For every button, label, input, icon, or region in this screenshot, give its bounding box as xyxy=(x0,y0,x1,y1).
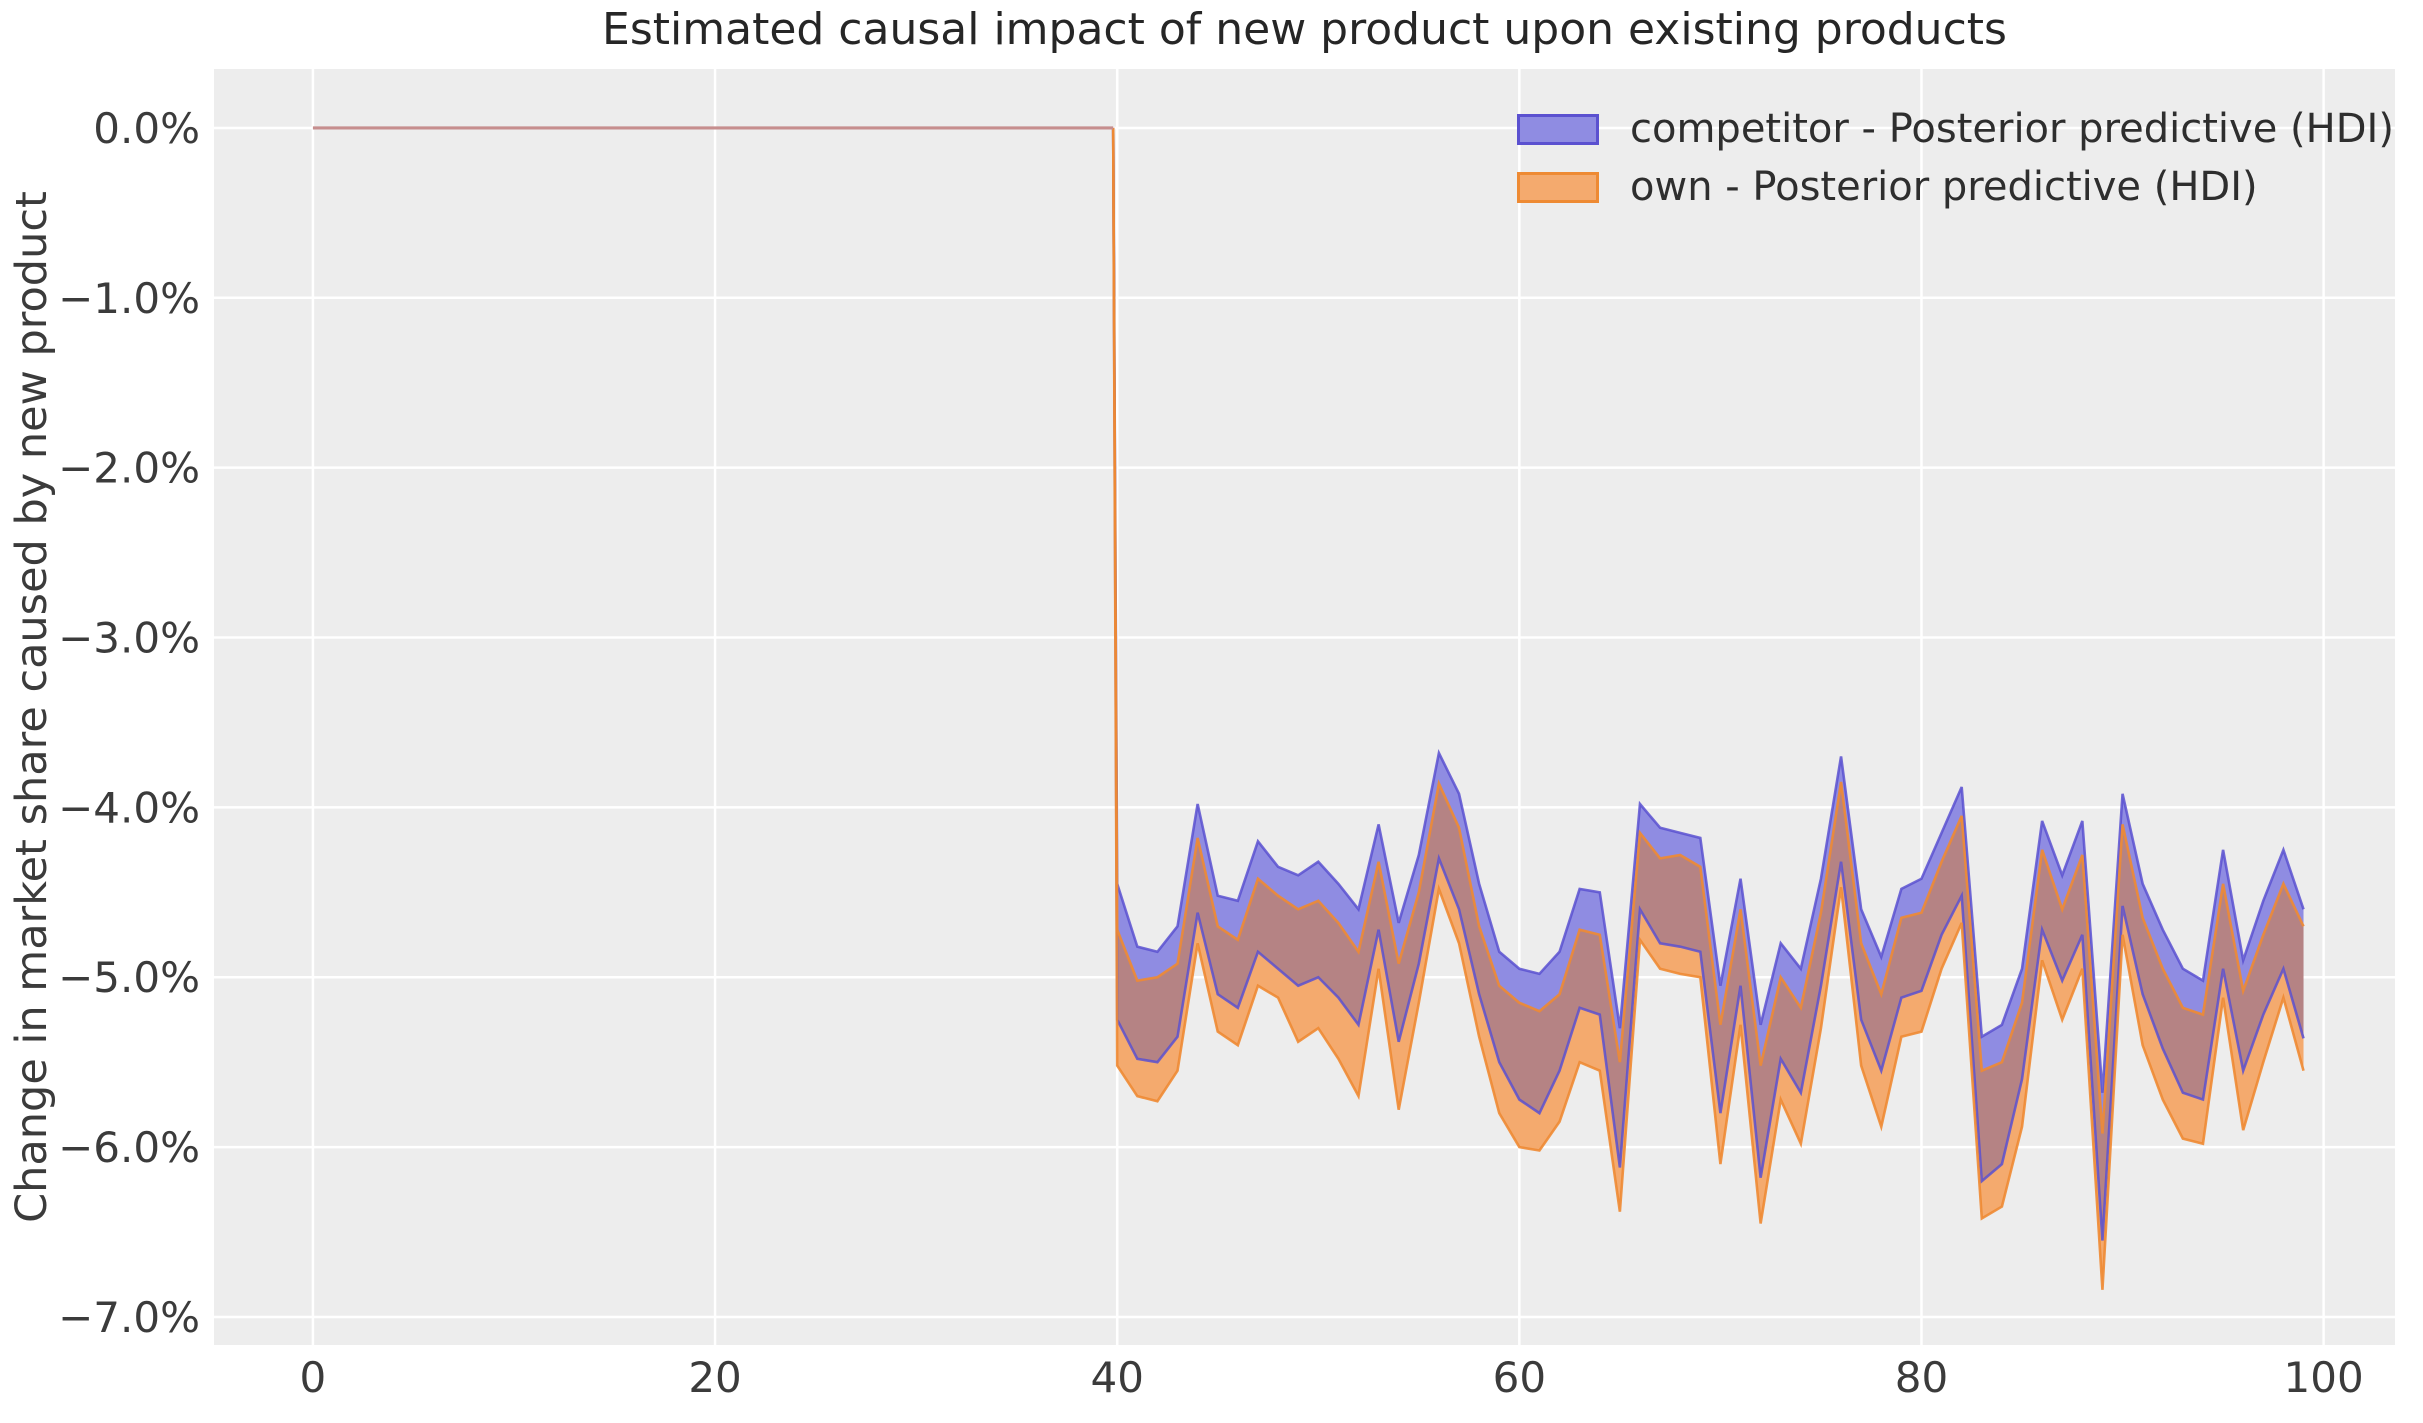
y-axis-label: Change in market share caused by new pro… xyxy=(7,191,57,1223)
y-tick-label: −6.0% xyxy=(58,1123,200,1172)
y-tick-label: −2.0% xyxy=(58,444,200,493)
y-tick-label: −1.0% xyxy=(58,274,200,323)
x-tick-label: 80 xyxy=(1895,1353,1948,1402)
y-tick-label: −4.0% xyxy=(58,783,200,832)
x-tick-labels: 0 20 40 60 80 100 xyxy=(300,1353,2364,1402)
legend-label-competitor: competitor - Posterior predictive (HDI) xyxy=(1630,106,2394,152)
legend-item-competitor: competitor - Posterior predictive (HDI) xyxy=(1517,100,2394,158)
y-tick-label: −5.0% xyxy=(58,953,200,1002)
x-tick-label: 40 xyxy=(1090,1353,1143,1402)
legend-item-own: own - Posterior predictive (HDI) xyxy=(1517,158,2394,216)
x-tick-label: 100 xyxy=(2284,1353,2364,1402)
y-tick-label: −7.0% xyxy=(58,1293,200,1342)
plot-background xyxy=(214,69,2395,1345)
x-tick-label: 60 xyxy=(1493,1353,1546,1402)
legend: competitor - Posterior predictive (HDI) … xyxy=(1517,100,2394,216)
competitor-hdi-swatch xyxy=(1517,113,1599,145)
own-hdi-swatch xyxy=(1517,171,1599,203)
own-lower-edge-line xyxy=(1111,127,2305,1290)
competitor-lower-edge-line xyxy=(1111,127,2305,1241)
chart-title: Estimated causal impact of new product u… xyxy=(602,4,2007,55)
x-tick-label: 20 xyxy=(688,1353,741,1402)
x-tick-label: 0 xyxy=(300,1353,327,1402)
hdi-band-edges xyxy=(1111,127,2305,1290)
legend-label-own: own - Posterior predictive (HDI) xyxy=(1630,164,2258,210)
y-tick-label: 0.0% xyxy=(93,104,200,153)
own-upper-edge-line xyxy=(1111,127,2305,1134)
hdi-band-overlap xyxy=(1113,127,2304,1241)
y-tick-labels: 0.0% −1.0% −2.0% −3.0% −4.0% −5.0% −6.0% −7.0% xyxy=(58,104,200,1342)
y-tick-label: −3.0% xyxy=(58,614,200,663)
competitor-upper-edge-line xyxy=(1111,127,2305,1093)
